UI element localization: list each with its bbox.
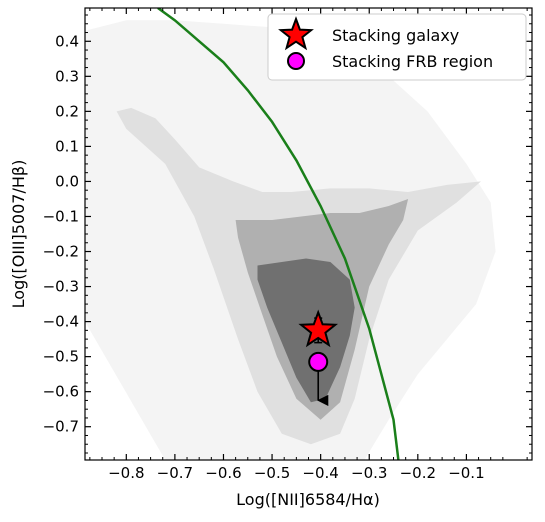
x-axis-ticks: −0.8 −0.7 −0.6 −0.5 −0.4 −0.3 −0.2 −0.1 bbox=[89, 8, 528, 482]
y-tick-label: 0.4 bbox=[55, 32, 79, 50]
x-tick-label: −0.6 bbox=[205, 464, 241, 482]
y-tick-label: −0.2 bbox=[43, 243, 79, 261]
legend-label-stacking-galaxy: Stacking galaxy bbox=[332, 26, 459, 45]
demarcation-curve-layer bbox=[157, 8, 400, 460]
legend-box bbox=[267, 13, 527, 81]
y-axis-ticks: −0.7 −0.6 −0.5 −0.4 −0.3 −0.2 −0.1 0.0 0.1 0.2 0.3… bbox=[43, 14, 532, 454]
point-stacking-frb-region bbox=[308, 351, 329, 372]
y-tick-label: 0.3 bbox=[55, 67, 79, 85]
y-tick-label: −0.1 bbox=[43, 207, 79, 225]
y-axis-label: Log([OIII]5007/Hβ) bbox=[9, 160, 28, 309]
legend-star-icon bbox=[278, 16, 314, 51]
legend-circle-marker bbox=[287, 52, 305, 70]
x-axis-label: Log([NII]6584/Hα) bbox=[236, 490, 380, 509]
y-tick-label: −0.3 bbox=[43, 278, 79, 296]
x-tick-label: −0.2 bbox=[400, 464, 436, 482]
density-contours bbox=[85, 20, 496, 460]
legend: Stacking galaxy Stacking FRB region bbox=[267, 13, 527, 81]
x-tick-label: −0.5 bbox=[254, 464, 290, 482]
y-tick-label: −0.7 bbox=[43, 418, 79, 436]
x-tick-label: −0.3 bbox=[351, 464, 387, 482]
contour-level-4 bbox=[257, 258, 355, 403]
legend-circle-icon bbox=[287, 52, 305, 70]
y-tick-label: 0.0 bbox=[55, 172, 79, 190]
point-stacking-galaxy bbox=[298, 309, 339, 348]
y-tick-label: 0.2 bbox=[55, 102, 79, 120]
y-tick-label: −0.6 bbox=[43, 383, 79, 401]
legend-star-marker bbox=[278, 16, 314, 51]
demarcation-curve bbox=[157, 8, 400, 460]
y-tick-label: 0.1 bbox=[55, 137, 79, 155]
x-tick-label: −0.7 bbox=[157, 464, 193, 482]
x-tick-label: −0.4 bbox=[302, 464, 338, 482]
y-tick-label: −0.4 bbox=[43, 313, 79, 331]
data-points bbox=[298, 309, 339, 407]
legend-label-stacking-frb-region: Stacking FRB region bbox=[332, 52, 493, 71]
y-tick-label: −0.5 bbox=[43, 348, 79, 366]
x-tick-label: −0.8 bbox=[108, 464, 144, 482]
x-tick-label: −0.1 bbox=[448, 464, 484, 482]
